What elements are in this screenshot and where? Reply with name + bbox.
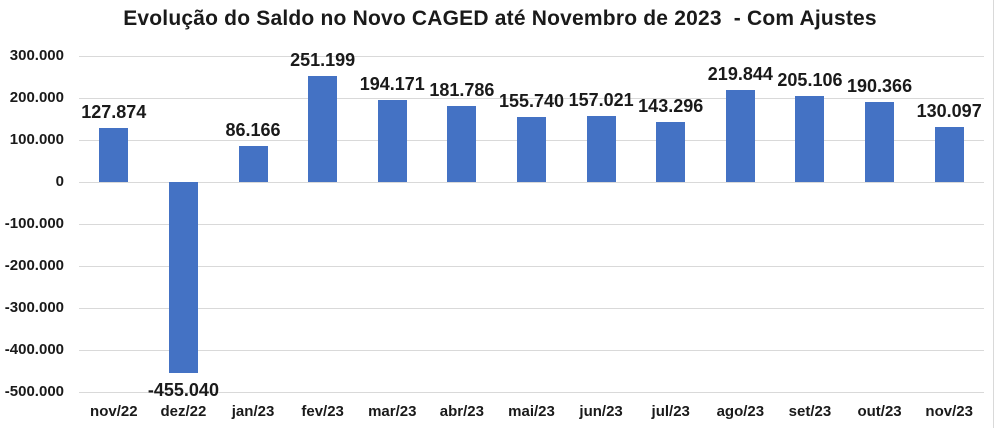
- gridline: [79, 55, 984, 57]
- x-axis-category-label: jun/23: [579, 403, 623, 420]
- y-axis-tick-label: 300.000: [9, 47, 64, 64]
- x-axis-category-label: dez/22: [160, 403, 207, 420]
- y-axis-tick-label: -100.000: [4, 215, 64, 232]
- bar: [168, 182, 198, 374]
- bar: [377, 100, 407, 182]
- y-axis-tick-label: 200.000: [9, 89, 64, 106]
- gridline: [79, 391, 984, 393]
- bar-value-label: 194.171: [359, 74, 425, 95]
- gridline: [79, 223, 984, 225]
- bar-value-label: 130.097: [916, 101, 982, 122]
- x-axis-category-label: jan/23: [231, 403, 275, 420]
- gridline: [79, 97, 984, 99]
- bar: [447, 105, 477, 182]
- gridline: [79, 265, 984, 267]
- bar: [99, 128, 129, 182]
- bar: [795, 95, 825, 182]
- bar: [656, 121, 686, 182]
- x-axis-category-label: nov/22: [90, 403, 138, 420]
- x-axis-category-label: set/23: [788, 403, 832, 420]
- bar-value-label: 155.740: [498, 90, 565, 111]
- x-axis-category-label: jul/23: [651, 403, 690, 420]
- bar-value-label: 143.296: [638, 95, 704, 116]
- bar-value-label: 219.844: [707, 63, 773, 84]
- bar-value-label: 86.166: [225, 119, 281, 140]
- bar-value-label: 181.786: [429, 79, 495, 100]
- gridline: [79, 181, 984, 183]
- bar: [238, 145, 268, 182]
- x-axis-category-label: abr/23: [439, 403, 484, 420]
- gridline: [79, 307, 984, 309]
- bar-value-label: -455.040: [147, 380, 219, 401]
- x-axis-category-label: mar/23: [368, 403, 417, 420]
- y-axis-tick-label: -400.000: [4, 341, 64, 358]
- y-axis-tick-label: -500.000: [4, 383, 64, 400]
- chart-frame-border: [993, 0, 994, 428]
- y-axis-tick-label: -300.000: [4, 299, 64, 316]
- bar: [934, 127, 964, 182]
- bar: [865, 102, 895, 182]
- bar: [517, 116, 546, 182]
- bar-value-label: 127.874: [81, 102, 147, 123]
- x-axis-category-label: out/23: [857, 403, 902, 420]
- bar: [308, 76, 338, 182]
- bar-value-label: 205.106: [777, 69, 843, 90]
- bar-value-label: 251.199: [290, 50, 356, 71]
- y-axis-tick-label: 100.000: [9, 131, 64, 148]
- y-axis-tick-label: -200.000: [4, 257, 64, 274]
- y-axis-tick-label: 0: [55, 173, 64, 190]
- bar-value-label: 190.366: [847, 76, 913, 97]
- x-axis-category-label: mai/23: [508, 403, 555, 420]
- chart-title: Evolução do Saldo no Novo CAGED até Nove…: [123, 7, 877, 30]
- bar: [586, 116, 616, 182]
- bar-value-label: 157.021: [568, 90, 634, 111]
- gridline: [79, 349, 984, 351]
- bar: [725, 89, 755, 182]
- x-axis-category-label: nov/23: [925, 403, 973, 420]
- x-axis-category-label: ago/23: [716, 403, 765, 420]
- x-axis-category-label: fev/23: [301, 403, 344, 420]
